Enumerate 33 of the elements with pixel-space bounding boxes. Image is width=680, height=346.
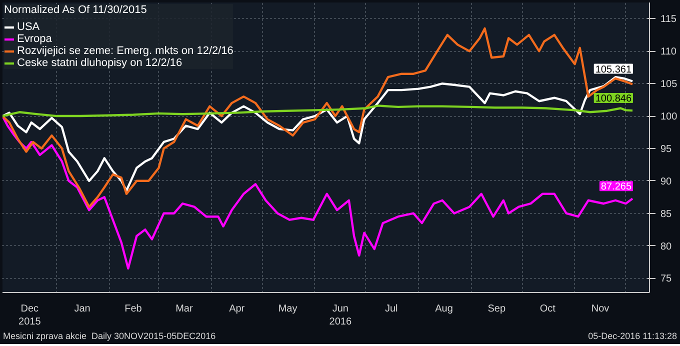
y-tick-label: 110 <box>660 46 677 58</box>
legend-label: Evropa <box>17 33 52 45</box>
legend-title: Normalized As Of 11/30/2015 <box>4 4 148 16</box>
annotation: 100.846 <box>595 94 632 105</box>
y-tick-label: 90 <box>660 176 672 188</box>
y-tick-label: 100 <box>660 112 678 123</box>
x-tick-label: Dec 2015 <box>18 304 42 328</box>
x-tick-label: Sep <box>488 304 506 314</box>
x-tick-label: Jan <box>74 304 90 314</box>
y-tick-label: 105 <box>660 79 678 90</box>
x-tick-label: Nov <box>591 304 610 314</box>
text: 05-Dec-2016 11:13:28 <box>588 331 677 341</box>
x-tick-label: Mar <box>176 304 194 314</box>
y-tick-label: 115 <box>660 14 677 26</box>
annotation: 105.361 <box>595 64 632 76</box>
x-tick-label: Feb <box>124 304 142 314</box>
text: Mesicni zprava akcie Daily 30NOV2015-05DEC2016 <box>3 331 216 341</box>
legend-label: Rozvijejici se zeme: Emerg. mkts on 12/2/16 <box>17 45 234 57</box>
y-tick-label: 80 <box>660 241 672 252</box>
x-tick-label: Jul <box>384 304 398 314</box>
y-tick-label: 75 <box>660 274 672 285</box>
legend-label: USA <box>17 21 40 33</box>
y-tick-label: 95 <box>660 144 672 155</box>
x-tick-label: Oct <box>540 304 556 314</box>
y-tick-label: 85 <box>660 208 672 220</box>
x-tick-label: May <box>278 304 298 314</box>
x-tick-label: Aug <box>435 304 453 314</box>
line-series <box>2 104 634 118</box>
legend-label: Ceske statni dluhopisy on 12/2/16 <box>17 57 182 69</box>
x-tick-label: Jun 2016 <box>329 304 352 328</box>
x-tick-label: Apr <box>229 304 246 314</box>
line-series <box>2 76 634 192</box>
annotation: 87.265 <box>600 182 632 193</box>
